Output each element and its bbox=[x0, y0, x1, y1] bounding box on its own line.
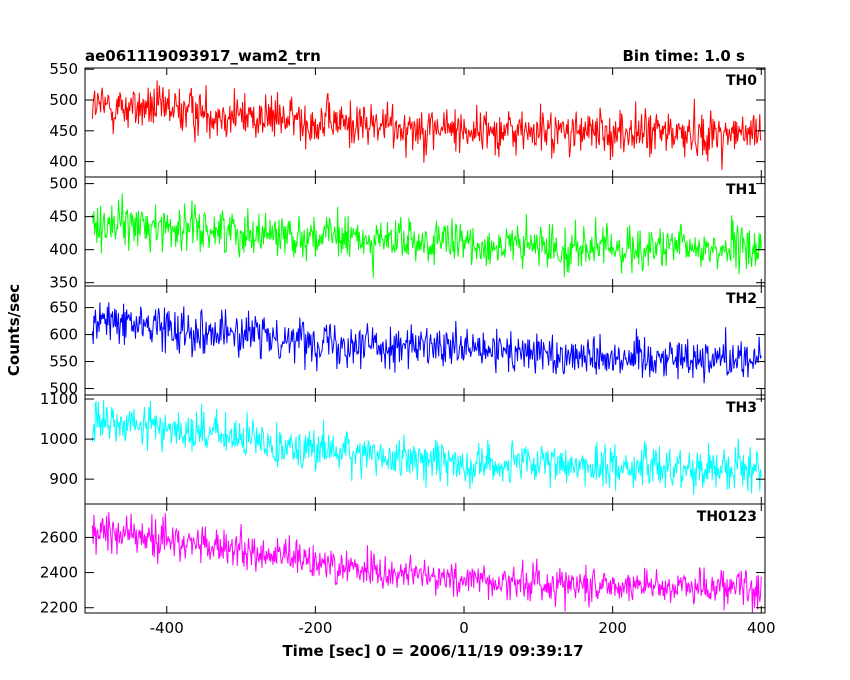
panel-th3: 900 1000 1100 TH3 bbox=[40, 390, 766, 505]
y-tick-label: 900 bbox=[49, 470, 78, 488]
y-tick-label: 400 bbox=[49, 153, 78, 171]
y-tick-label: 650 bbox=[49, 299, 78, 317]
y-tick-label: 2400 bbox=[40, 564, 78, 582]
y-tick-label: 350 bbox=[49, 274, 78, 292]
y-tick-label: 550 bbox=[49, 353, 78, 371]
y-tick-label: 1100 bbox=[40, 390, 78, 408]
panel-label: TH3 bbox=[726, 400, 757, 416]
panel-th2: 500 550 600 650 TH2 bbox=[49, 285, 766, 398]
panel-th0123: 2200 2400 2600 TH0123 bbox=[40, 503, 766, 617]
x-axis-label: Time [sec] 0 = 2006/11/19 09:39:17 bbox=[282, 642, 583, 660]
x-tick-label: 0 bbox=[459, 619, 469, 637]
y-tick-label: 2200 bbox=[40, 599, 78, 617]
panel-label: TH1 bbox=[726, 182, 757, 198]
bin-time-label: Bin time: 1.0 s bbox=[622, 47, 745, 65]
y-axis-label: Counts/sec bbox=[5, 284, 23, 376]
y-tick-label: 400 bbox=[49, 241, 78, 259]
panel-label: TH0 bbox=[726, 73, 757, 89]
panel-label: TH2 bbox=[726, 291, 757, 307]
y-tick-label: 500 bbox=[49, 91, 78, 109]
panel-label: TH0123 bbox=[697, 509, 757, 525]
x-tick-label: -400 bbox=[150, 619, 184, 637]
panel-th0: 400 450 500 550 TH0 bbox=[49, 60, 766, 178]
plot-title: ae061119093917_wam2_trn bbox=[85, 47, 321, 65]
x-tick-label: -200 bbox=[298, 619, 332, 637]
panel-frame bbox=[84, 503, 766, 614]
series-line-th1 bbox=[91, 193, 762, 278]
y-tick-label: 500 bbox=[49, 380, 78, 398]
y-tick-label: 600 bbox=[49, 326, 78, 344]
x-axis: -400 -200 0 200 400 bbox=[150, 619, 776, 637]
x-tick-label: 200 bbox=[598, 619, 627, 637]
panels-group: 400 450 500 550 TH0 350 400 450 500 TH1 500 550 600 6… bbox=[40, 60, 776, 637]
y-tick-label: 2600 bbox=[40, 528, 78, 546]
series-line-th2 bbox=[91, 302, 762, 384]
y-tick-label: 450 bbox=[49, 208, 78, 226]
x-tick-label: 400 bbox=[747, 619, 776, 637]
y-tick-label: 500 bbox=[49, 175, 78, 193]
y-tick-label: 1000 bbox=[40, 430, 78, 448]
series-line-th3 bbox=[91, 399, 762, 495]
series-line-th0123 bbox=[91, 511, 762, 613]
panel-th1: 350 400 450 500 TH1 bbox=[49, 175, 766, 292]
y-tick-label: 450 bbox=[49, 122, 78, 140]
panel-frame bbox=[84, 67, 766, 178]
y-tick-label: 550 bbox=[49, 60, 78, 78]
series-line-th0 bbox=[91, 80, 762, 170]
